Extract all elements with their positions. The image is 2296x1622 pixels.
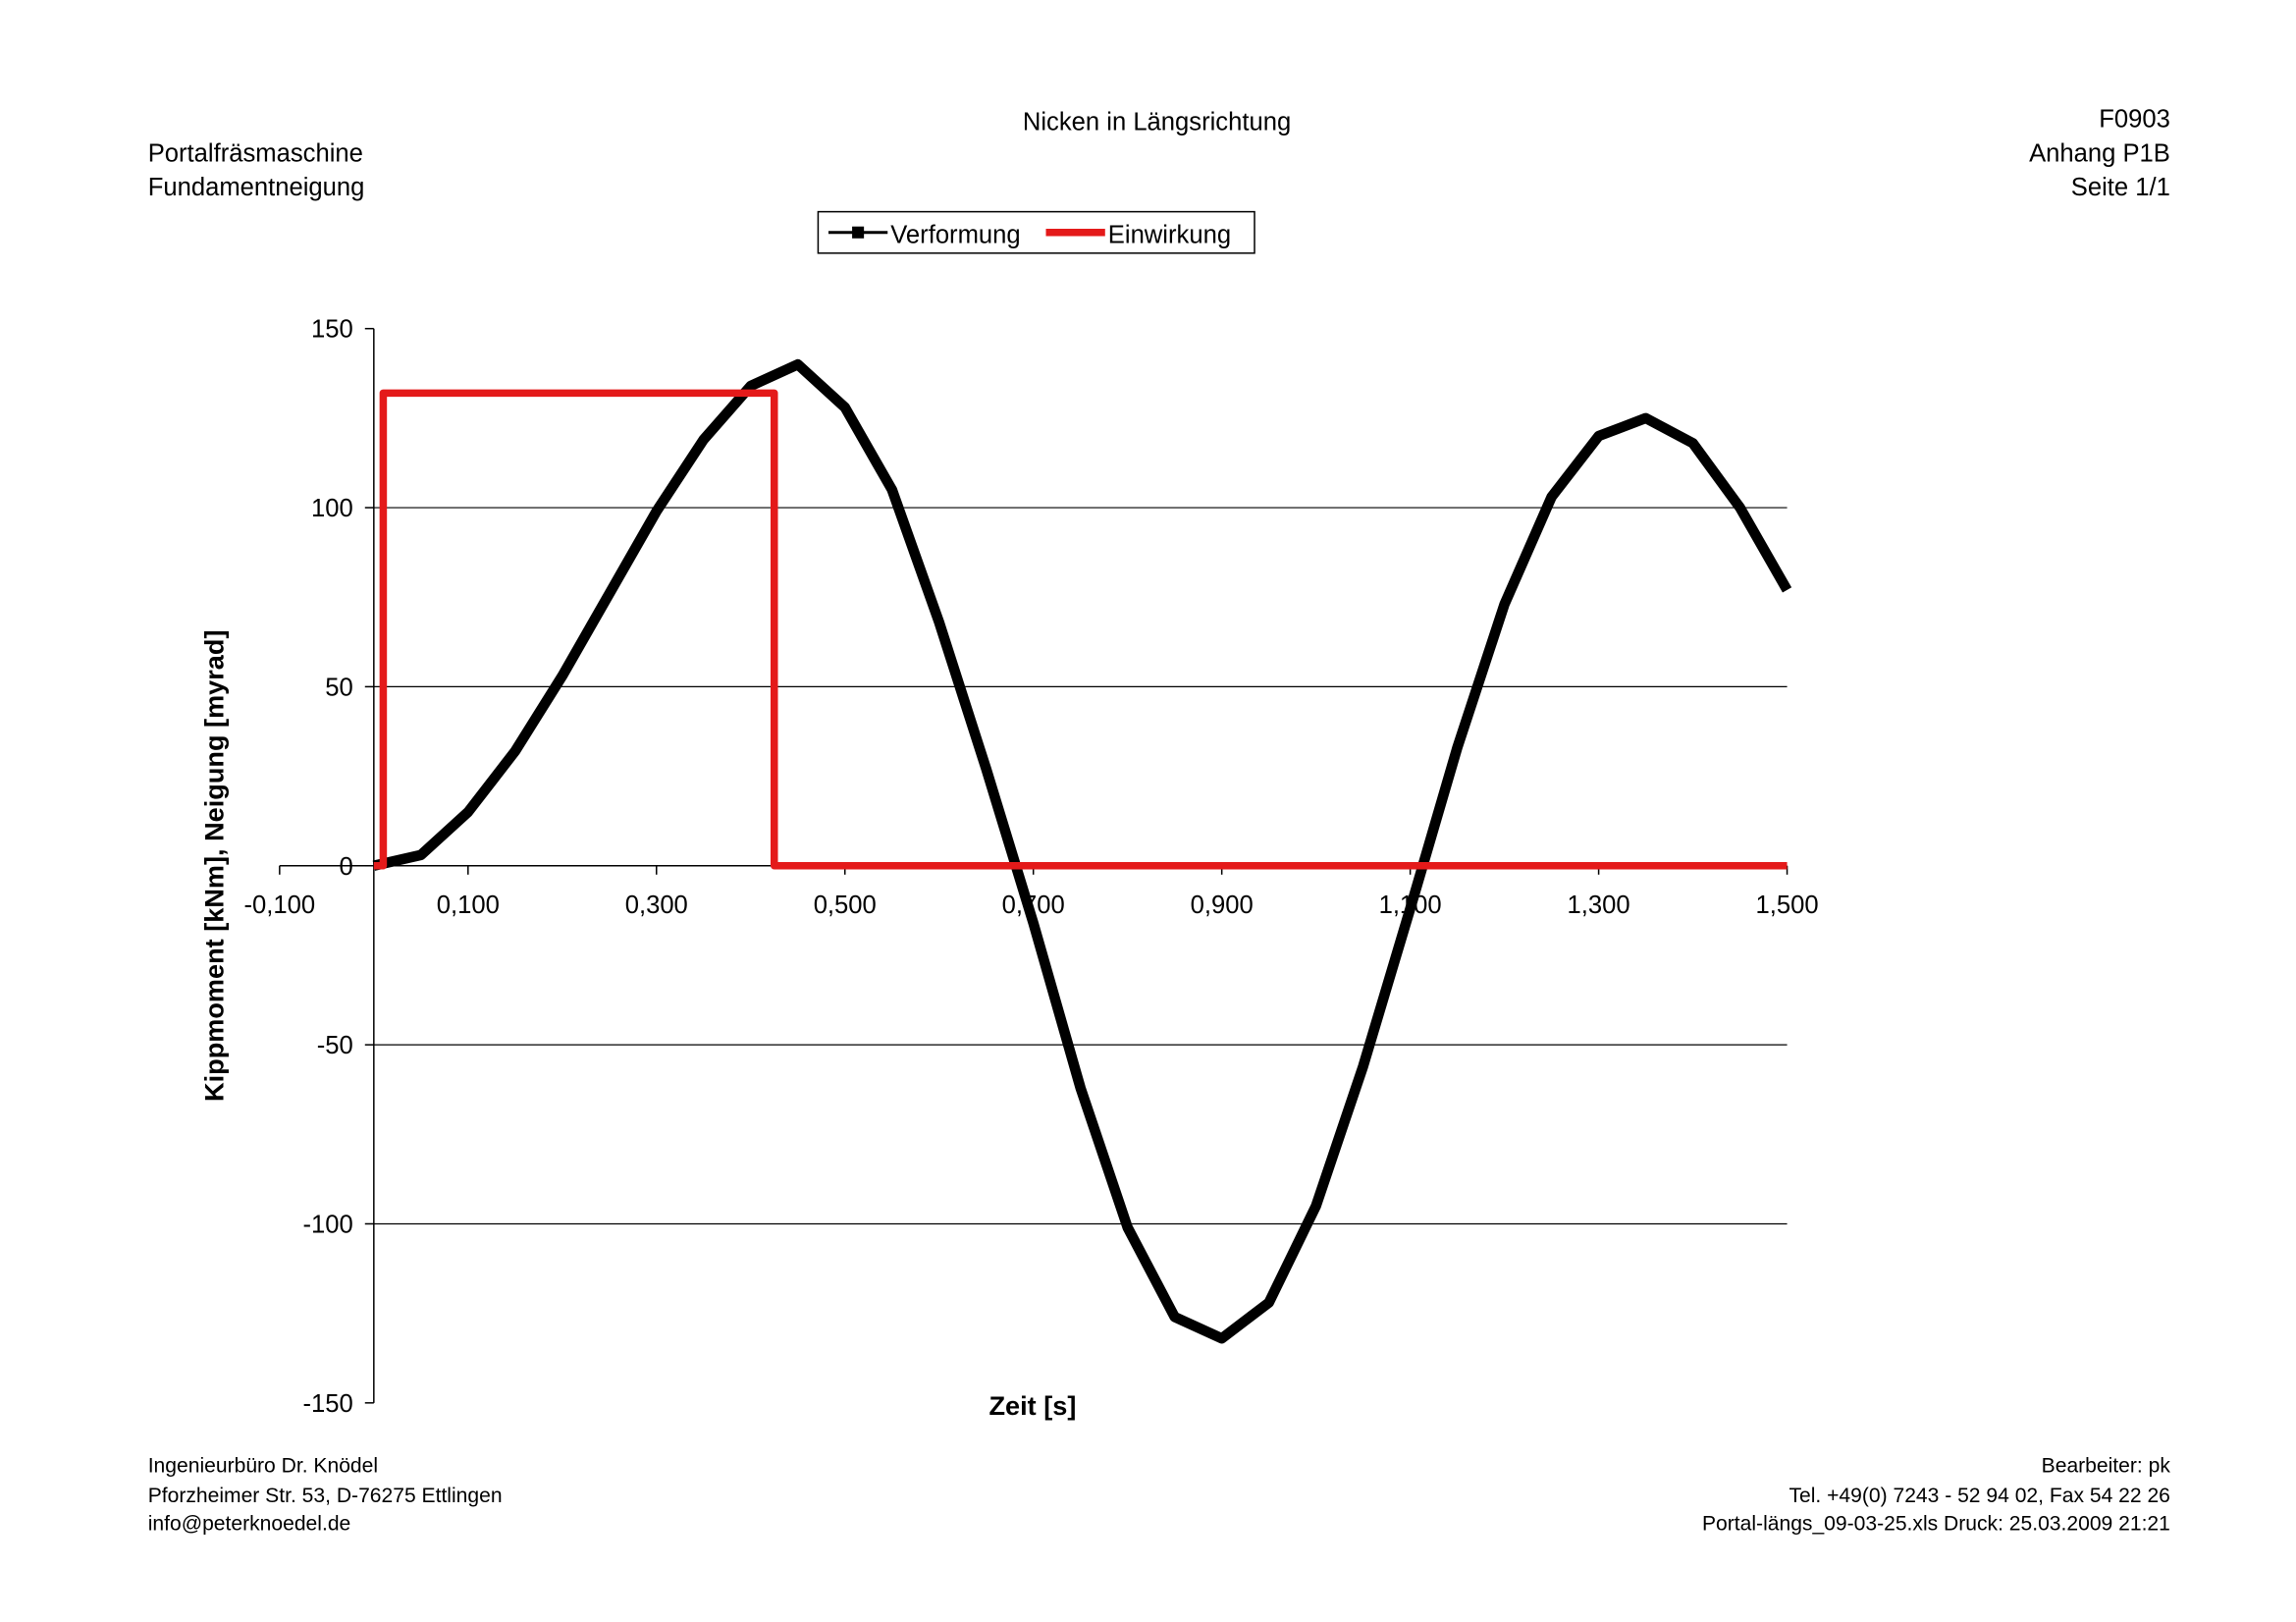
y-tick-label: 50	[325, 674, 353, 701]
x-tick-label: 0,300	[625, 892, 688, 919]
footer-left: Ingenieurbüro Dr. Knödel	[148, 1455, 378, 1478]
footer-right: Tel. +49(0) 7243 - 52 94 02, Fax 54 22 2…	[1789, 1485, 2169, 1507]
y-tick-label: 100	[311, 495, 353, 522]
legend-label: Verformung	[890, 221, 1020, 248]
y-tick-label: 150	[311, 316, 353, 344]
footer-left: Pforzheimer Str. 53, D-76275 Ettlingen	[148, 1485, 503, 1507]
x-tick-label: -0,100	[244, 892, 316, 919]
legend-marker	[852, 226, 865, 239]
header-left: Portalfräsmaschine	[148, 139, 363, 167]
header-right: Anhang P1B	[2029, 139, 2170, 167]
chart-title: Nicken in Längsrichtung	[1023, 109, 1291, 136]
footer-right: Bearbeiter: pk	[2042, 1455, 2171, 1478]
header-right: F0903	[2099, 106, 2170, 134]
footer-left: info@peterknoedel.de	[148, 1512, 351, 1535]
header-left: Fundamentneigung	[148, 174, 365, 201]
y-tick-label: -150	[302, 1390, 352, 1418]
header-right: Seite 1/1	[2071, 174, 2170, 201]
footer-right: Portal-längs_09-03-25.xls Druck: 25.03.2…	[1702, 1512, 2170, 1535]
y-tick-label: -50	[317, 1032, 353, 1059]
x-tick-label: 1,500	[1756, 892, 1819, 919]
series-line	[373, 389, 1788, 870]
x-tick-label: 0,100	[437, 892, 500, 919]
series-line	[372, 358, 1792, 1344]
legend-label: Einwirkung	[1108, 221, 1231, 248]
y-tick-label: -100	[302, 1212, 352, 1239]
legend-box	[817, 210, 1255, 254]
x-axis-label: Zeit [s]	[989, 1390, 1077, 1421]
x-tick-label: 0,500	[814, 892, 877, 919]
x-tick-label: 1,300	[1568, 892, 1630, 919]
y-axis-label: Kippmoment [kNm], Neigung [myrad]	[199, 630, 230, 1102]
x-tick-label: 0,900	[1191, 892, 1254, 919]
y-tick-label: 0	[339, 853, 352, 881]
